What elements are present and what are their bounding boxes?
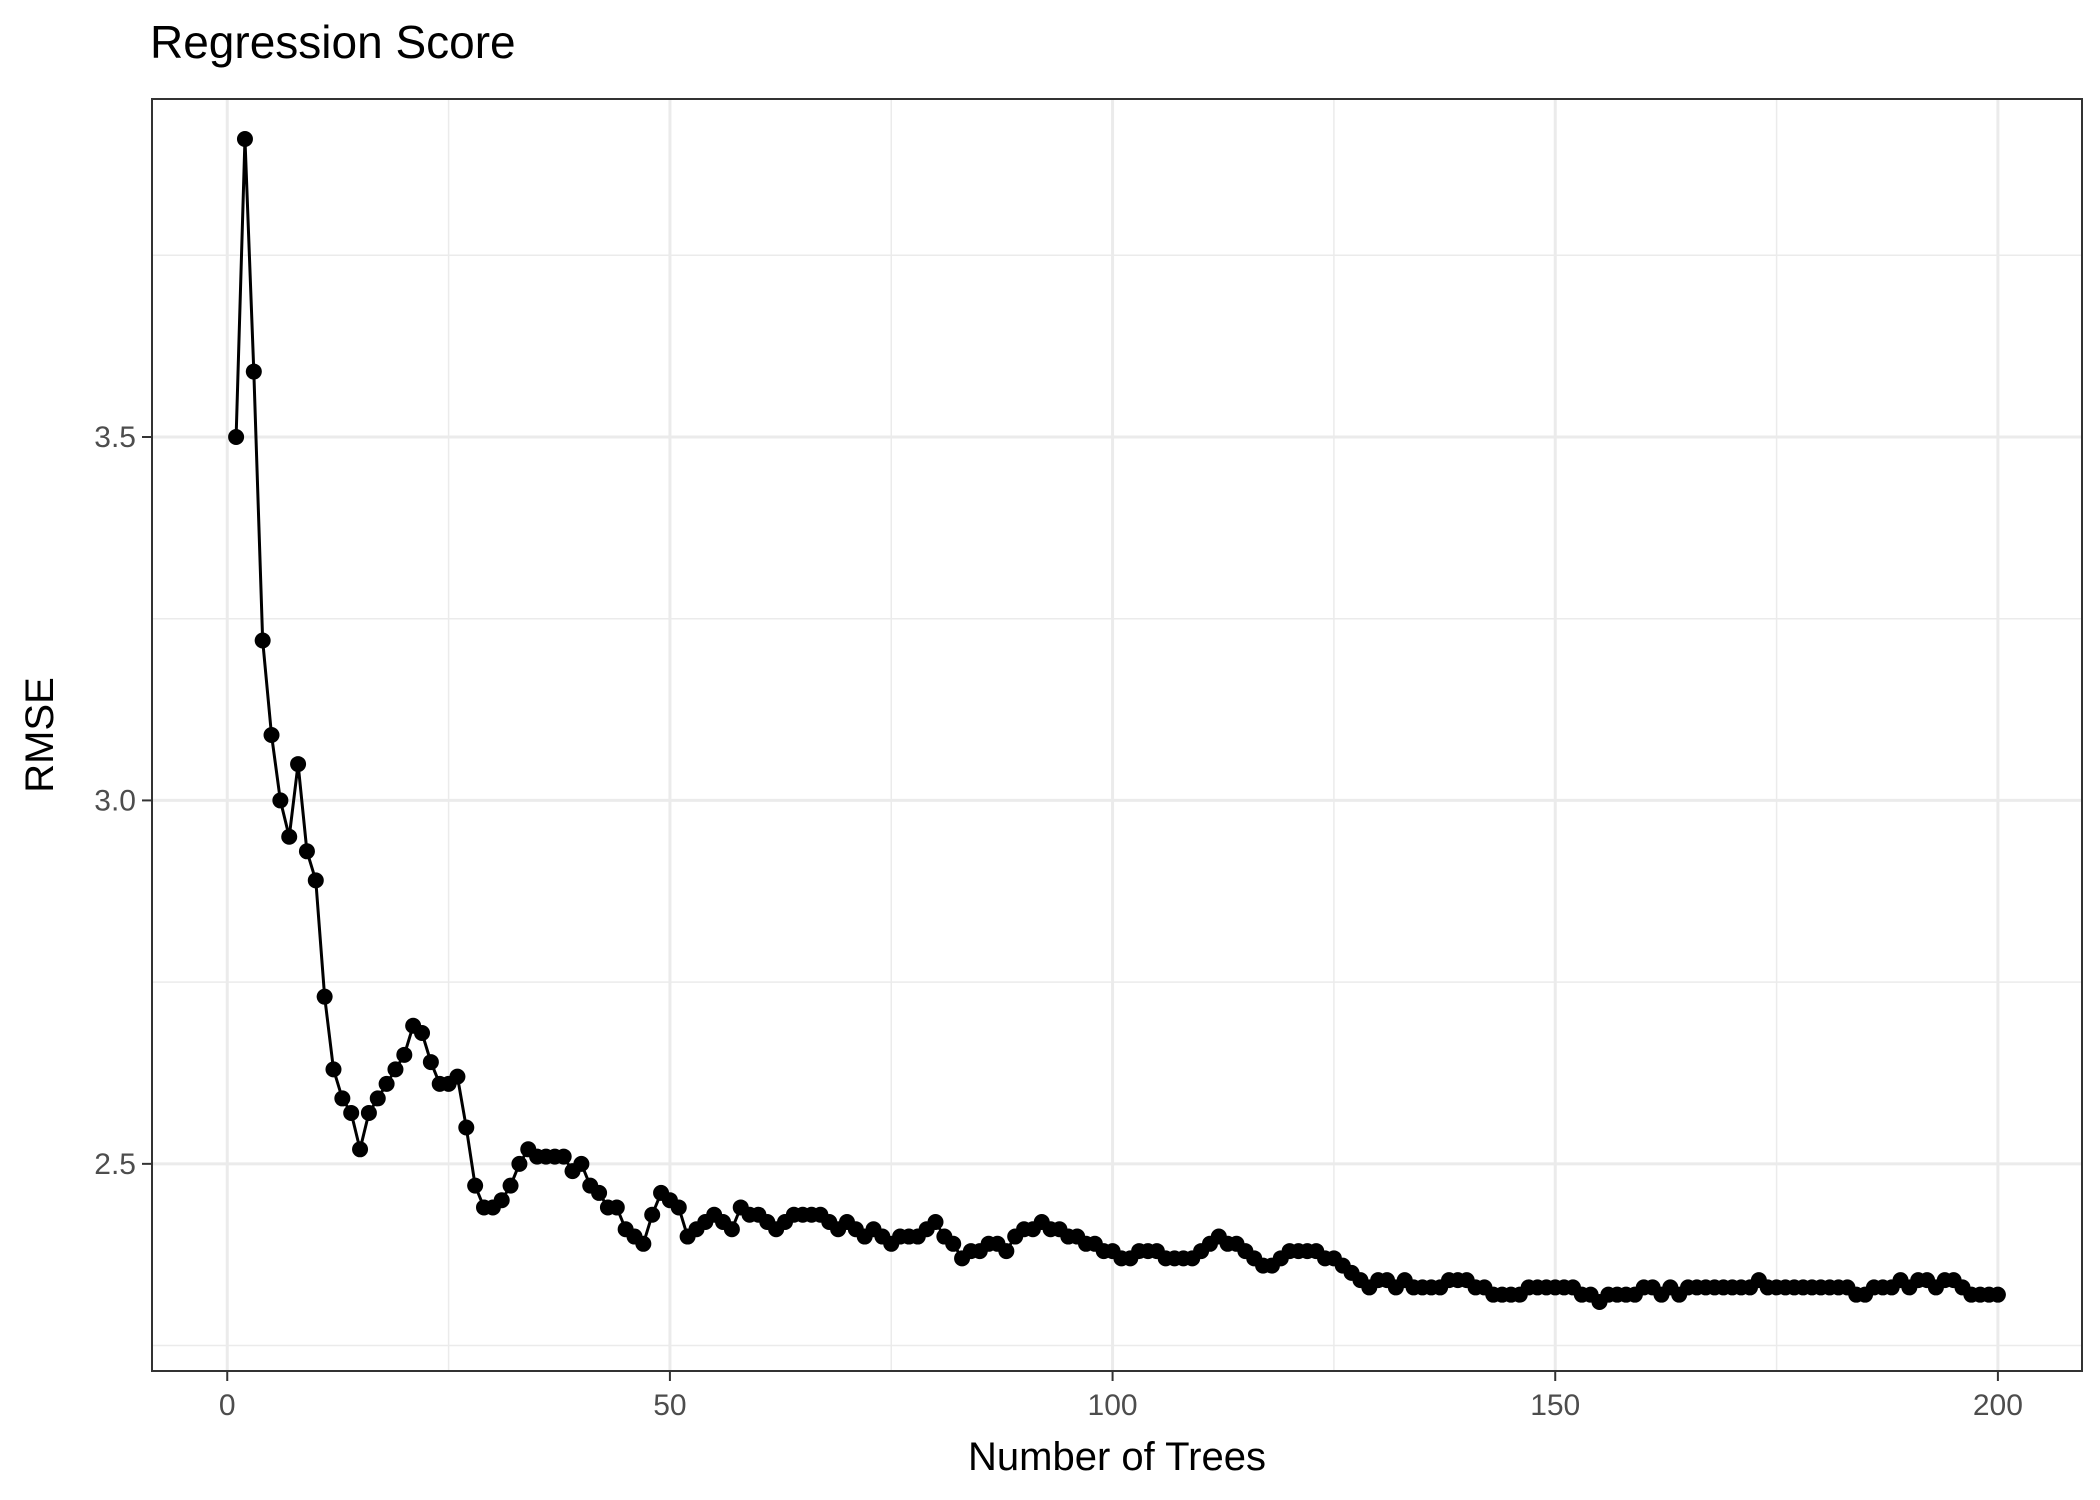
data-point [670, 1199, 687, 1216]
x-tick-label: 100 [1088, 1389, 1138, 1422]
data-point [334, 1090, 351, 1107]
data-point [608, 1199, 625, 1216]
plot-panel-border [151, 98, 2083, 1372]
x-tick-label: 0 [219, 1389, 236, 1422]
series-line [234, 138, 1998, 1304]
data-point [945, 1235, 962, 1252]
data-point [998, 1243, 1015, 1260]
series-layer [228, 130, 2006, 1310]
data-point [352, 1141, 369, 1158]
data-point [493, 1192, 510, 1209]
data-point [281, 828, 298, 845]
data-point [360, 1104, 377, 1121]
data-point [458, 1119, 475, 1136]
data-point [290, 756, 307, 773]
data-point [254, 632, 271, 649]
x-tick-label: 200 [1973, 1389, 2023, 1422]
data-point [396, 1046, 413, 1063]
data-point [449, 1068, 466, 1085]
data-point [307, 872, 324, 889]
data-point [316, 988, 333, 1005]
data-point [467, 1177, 484, 1194]
data-point [414, 1025, 431, 1042]
data-point [422, 1054, 439, 1071]
data-point [245, 363, 262, 380]
data-point [369, 1090, 386, 1107]
chart-title: Regression Score [150, 16, 516, 68]
x-axis-title: Number of Trees [968, 1435, 1266, 1479]
data-point [378, 1075, 395, 1092]
data-point [228, 428, 245, 445]
data-point [511, 1155, 528, 1172]
y-tick-label: 3.0 [94, 784, 136, 817]
x-tick-label: 150 [1530, 1389, 1580, 1422]
y-tick-label: 2.5 [94, 1148, 136, 1181]
y-axis-title: RMSE [18, 677, 62, 793]
data-point [325, 1061, 342, 1078]
y-axis: 2.5 3.0 3.5 [94, 421, 152, 1181]
minor-gridlines [152, 99, 2082, 1371]
data-point [555, 1148, 572, 1165]
x-tick-label: 50 [653, 1389, 686, 1422]
data-point [927, 1213, 944, 1230]
data-point [236, 130, 253, 147]
data-point [644, 1206, 661, 1223]
data-point [1989, 1286, 2006, 1303]
data-point [298, 843, 315, 860]
data-point [263, 727, 280, 743]
data-point [635, 1235, 652, 1252]
data-point [723, 1221, 740, 1238]
data-point [502, 1177, 519, 1194]
data-point [591, 1184, 608, 1201]
data-point [272, 792, 289, 809]
y-tick-label: 3.5 [94, 421, 136, 454]
x-axis: 0 50 100 150 200 [219, 1371, 2023, 1422]
data-point [343, 1104, 360, 1121]
data-point [387, 1061, 404, 1078]
major-gridlines [152, 99, 2082, 1371]
data-point [573, 1155, 590, 1172]
